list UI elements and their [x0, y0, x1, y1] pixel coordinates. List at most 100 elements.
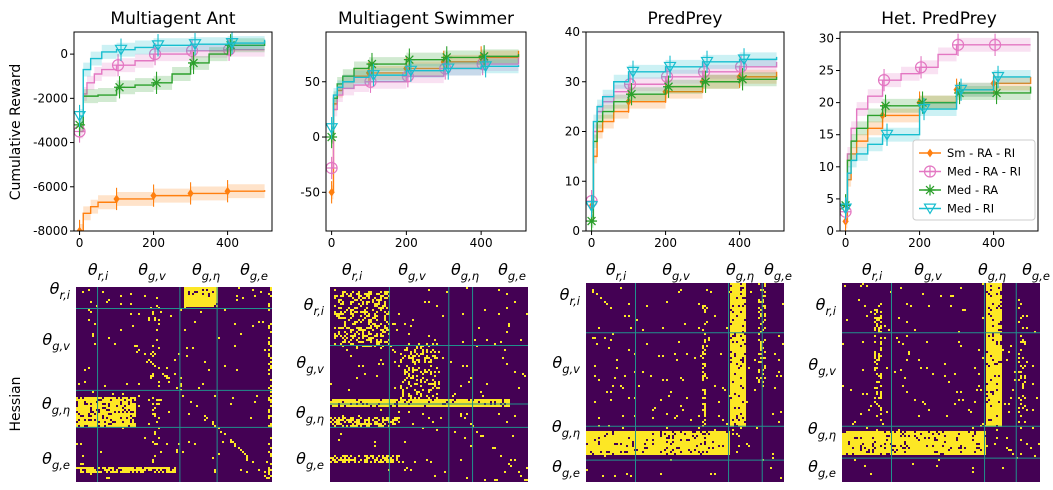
heatmap-cell	[366, 293, 368, 295]
heatmap-cell	[620, 433, 622, 435]
heatmap-cell	[860, 439, 862, 441]
heatmap-cell	[612, 385, 614, 387]
heatmap-cell	[996, 303, 998, 305]
heatmap-cell	[986, 417, 988, 419]
heatmap-cell	[270, 425, 272, 427]
heatmap-cell	[700, 439, 702, 441]
heatmap-cell	[740, 381, 742, 383]
heatmap-cell	[996, 285, 998, 287]
heatmap-cell	[906, 321, 908, 323]
heatmap-cell	[730, 413, 732, 415]
heatmap-cell	[700, 437, 702, 439]
heatmap-cell	[600, 437, 602, 439]
heatmap-cell	[742, 395, 744, 397]
heatmap-cell	[362, 335, 364, 337]
x-tick-label: 0	[76, 236, 84, 250]
heatmap-cell	[270, 287, 272, 289]
heatmap-cell	[462, 313, 464, 315]
heatmap-cell	[742, 419, 744, 421]
heatmap-cell	[194, 287, 196, 289]
heatmap-cell	[734, 395, 736, 397]
heatmap-cell	[742, 385, 744, 387]
heatmap-cell	[150, 361, 152, 363]
heatmap-cell	[730, 317, 732, 319]
heatmap-cell	[844, 433, 846, 435]
heatmap-cell	[992, 413, 994, 415]
heatmap-cell	[676, 445, 678, 447]
heatmap-cell	[778, 335, 780, 337]
heatmap-cell	[702, 353, 704, 355]
heatmap-cell	[644, 445, 646, 447]
heatmap-cell	[352, 405, 354, 407]
heatmap-cell	[684, 323, 686, 325]
heatmap-cell	[186, 299, 188, 301]
heatmap-cell	[988, 363, 990, 365]
heatmap-cell	[114, 409, 116, 411]
heatmap-cell	[696, 443, 698, 445]
heatmap-cell	[888, 431, 890, 433]
heatmap-cell	[348, 295, 350, 297]
heatmap-cell	[736, 317, 738, 319]
heatmap-cell	[380, 333, 382, 335]
heatmap-cell	[780, 375, 782, 377]
heatmap-cell	[122, 469, 124, 471]
heatmap-cell	[986, 397, 988, 399]
heatmap-cell	[994, 407, 996, 409]
heatmap-cell	[732, 353, 734, 355]
heatmap-cell	[888, 437, 890, 439]
heatmap-cell	[648, 447, 650, 449]
heatmap-cell	[742, 319, 744, 321]
heatmap-cell	[660, 399, 662, 401]
heatmap-cell	[112, 409, 114, 411]
heatmap-cell	[1000, 285, 1002, 287]
heatmap-cell	[212, 305, 214, 307]
heatmap-cell	[976, 433, 978, 435]
heatmap-cell	[586, 451, 588, 453]
heatmap-cell	[94, 411, 96, 413]
heatmap-cell	[986, 411, 988, 413]
heatmap-cell	[126, 407, 128, 409]
heatmap-cell	[952, 295, 954, 297]
heatmap-cell	[514, 415, 516, 417]
heatmap-cell	[508, 405, 510, 407]
heatmap-cell	[416, 401, 418, 403]
heatmap-cell	[606, 449, 608, 451]
heatmap-cell	[626, 447, 628, 449]
heatmap-cell	[108, 411, 110, 413]
heatmap-cell	[608, 431, 610, 433]
heatmap-cell	[420, 385, 422, 387]
heatmap-cell	[344, 321, 346, 323]
heatmap-cell	[722, 433, 724, 435]
heatmap-cell	[506, 307, 508, 309]
heatmap-cell	[196, 289, 198, 291]
heatmap-cell	[706, 321, 708, 323]
heatmap-cell	[588, 443, 590, 445]
heatmap-cell	[650, 433, 652, 435]
heatmap-cell	[904, 433, 906, 435]
heatmap-cell	[404, 369, 406, 371]
heatmap-cell	[94, 323, 96, 325]
heatmap-cell	[996, 391, 998, 393]
heatmap-cell	[998, 289, 1000, 291]
heatmap-cell	[992, 349, 994, 351]
heatmap-cell	[988, 391, 990, 393]
heatmap-cell	[176, 387, 178, 389]
heatmap-cell	[702, 367, 704, 369]
heatmap-cell	[236, 369, 238, 371]
heatmap-cell	[592, 449, 594, 451]
heatmap-cell	[718, 415, 720, 417]
heatmap-cell	[678, 435, 680, 437]
block-label-left: θg,e	[296, 449, 324, 472]
heatmap-cell	[988, 369, 990, 371]
heatmap-cell	[962, 433, 964, 435]
heatmap-cell	[734, 339, 736, 341]
heatmap-cell	[630, 451, 632, 453]
heatmap-cell	[654, 407, 656, 409]
heatmap-cell	[1000, 421, 1002, 423]
heatmap-cell	[738, 343, 740, 345]
heatmap-cell	[732, 285, 734, 287]
heatmap-cell	[368, 405, 370, 407]
heatmap-cell	[346, 349, 348, 351]
heatmap-cell	[874, 401, 876, 403]
